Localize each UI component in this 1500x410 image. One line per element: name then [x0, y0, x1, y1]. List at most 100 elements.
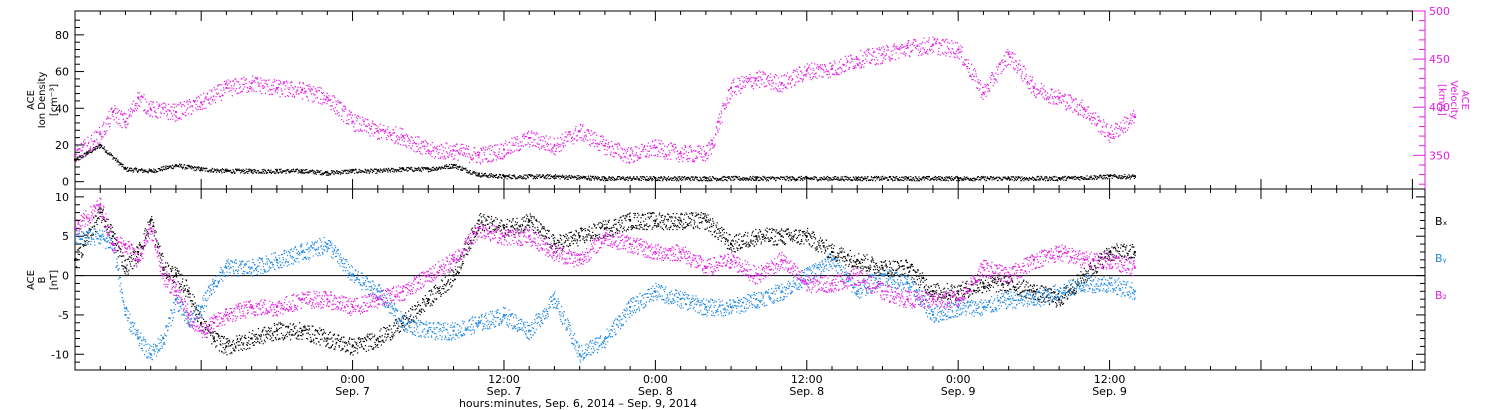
data-point [757, 179, 760, 182]
data-point [337, 171, 339, 173]
data-point [274, 168, 277, 171]
data-point [640, 176, 642, 178]
data-point [404, 134, 406, 137]
data-point [402, 128, 404, 130]
data-point [584, 131, 586, 134]
data-point [1026, 83, 1028, 85]
data-point [805, 175, 807, 178]
data-point [447, 155, 449, 158]
data-point [424, 145, 426, 148]
data-point [226, 84, 229, 86]
data-point [736, 175, 738, 178]
data-point [1021, 71, 1023, 73]
data-point [650, 178, 653, 180]
data-point [653, 176, 656, 179]
data-point [912, 176, 914, 179]
data-point [418, 170, 420, 172]
data-point [1020, 68, 1022, 70]
data-point [1133, 250, 1136, 253]
data-point [403, 140, 405, 142]
data-point [958, 180, 960, 182]
data-point [383, 124, 385, 127]
data-point [401, 139, 403, 141]
data-point [130, 115, 132, 117]
data-point [279, 81, 282, 83]
data-point [869, 61, 872, 63]
data-point [112, 156, 115, 158]
data-point [112, 111, 114, 113]
data-point [214, 89, 216, 91]
data-point [486, 175, 488, 178]
data-point [845, 70, 847, 72]
data-point [1093, 112, 1095, 114]
data-point [225, 169, 228, 172]
data-point [854, 58, 856, 60]
data-point [186, 164, 188, 167]
data-point [643, 145, 645, 148]
data-point [86, 151, 89, 154]
data-point [683, 156, 685, 159]
data-point [297, 86, 299, 88]
data-point [594, 177, 596, 179]
data-point [794, 180, 796, 182]
data-point [666, 146, 668, 148]
data-point [569, 176, 571, 178]
data-point [978, 178, 981, 181]
data-point [421, 140, 423, 143]
data-point [708, 178, 710, 180]
data-point [1053, 101, 1055, 103]
data-point [955, 176, 957, 178]
data-point [760, 177, 762, 179]
data-point [425, 167, 427, 169]
data-point [694, 150, 696, 152]
data-point [1032, 290, 1035, 293]
data-point [746, 82, 748, 84]
data-point [874, 180, 877, 182]
data-point [433, 146, 435, 148]
data-point [186, 101, 188, 103]
data-point [269, 170, 271, 172]
data-point [765, 78, 767, 80]
data-point [427, 149, 430, 152]
data-point [105, 132, 107, 134]
data-point [700, 179, 702, 181]
data-point [567, 178, 569, 180]
data-point [666, 177, 669, 179]
data-point [248, 170, 250, 173]
data-point [118, 109, 120, 111]
data-point [1050, 94, 1052, 96]
data-point [241, 78, 243, 80]
data-point [488, 174, 491, 176]
data-point [609, 177, 612, 179]
data-point [155, 170, 157, 172]
data-point [651, 147, 653, 149]
data-point [432, 166, 435, 168]
data-point [380, 130, 382, 132]
data-point [153, 106, 155, 108]
data-point [686, 178, 688, 181]
data-point [969, 177, 971, 180]
data-point [226, 168, 228, 170]
data-point [179, 165, 182, 167]
data-point [469, 172, 471, 174]
data-point [359, 117, 361, 119]
data-point [169, 110, 171, 112]
data-point [959, 48, 961, 50]
data-point [688, 146, 691, 148]
data-point [905, 175, 907, 178]
data-point [483, 174, 485, 176]
data-point [117, 161, 120, 163]
data-point [299, 86, 301, 88]
data-point [846, 178, 848, 181]
data-point [810, 78, 812, 81]
data-point [620, 156, 623, 158]
data-point [275, 172, 277, 174]
data-point [1059, 177, 1061, 179]
data-point [782, 85, 785, 87]
data-point [848, 68, 850, 70]
data-point [762, 71, 764, 73]
data-point [633, 175, 635, 178]
data-point [289, 82, 291, 84]
data-point [1055, 90, 1057, 92]
data-point [685, 145, 687, 148]
